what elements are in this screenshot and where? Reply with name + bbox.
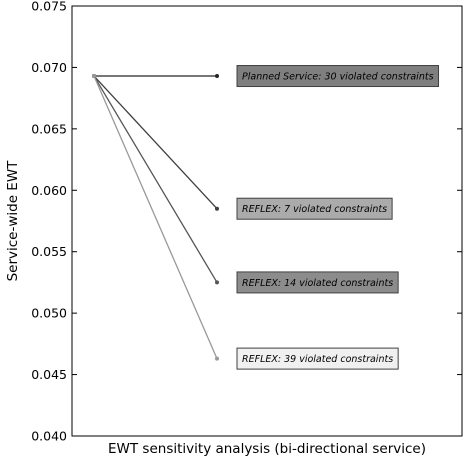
annotation-label: Planned Service: 30 violated constraints [242, 72, 434, 83]
annotation-label: REFLEX: 14 violated constraints [242, 278, 393, 289]
series-end-marker [215, 280, 219, 285]
y-axis-title: Service-wide EWT [5, 160, 21, 282]
annotation: REFLEX: 14 violated constraints [236, 271, 399, 294]
y-axis: 0.040 0.045 0.050 0.055 0.060 0.065 0.070 0.075 [31, 0, 462, 444]
y-tick-label: 0.045 [31, 367, 67, 382]
annotation-box [236, 197, 393, 220]
annotation-layer: Planned Service: 30 violated constraints… [236, 65, 440, 370]
y-tick-label: 0.040 [31, 429, 67, 444]
y-tick-label: 0.075 [31, 0, 67, 14]
annotation-label: REFLEX: 39 violated constraints [242, 354, 393, 365]
series-start-marker [92, 74, 96, 79]
series-layer [92, 74, 219, 361]
annotation-label: REFLEX: 7 violated constraints [242, 204, 387, 215]
series-line [93, 75, 218, 210]
annotation: Planned Service: 30 violated constraints [236, 65, 440, 88]
series-line [93, 75, 218, 359]
series-end-marker [215, 356, 219, 361]
annotation: REFLEX: 39 violated constraints [236, 347, 399, 370]
annotation-box [236, 65, 440, 88]
annotation: REFLEX: 7 violated constraints [236, 197, 393, 220]
y-tick-label: 0.060 [31, 183, 67, 198]
y-tick-label: 0.070 [31, 60, 67, 75]
series-end-marker [215, 74, 219, 79]
series-end-marker [215, 206, 219, 211]
y-tick-label: 0.055 [31, 244, 67, 259]
series-line [93, 75, 218, 283]
y-tick-label: 0.050 [31, 306, 67, 321]
x-axis-title: EWT sensitivity analysis (bi-directional… [108, 441, 426, 457]
annotation-box [236, 347, 399, 370]
annotation-box [236, 271, 399, 294]
y-tick-label: 0.065 [31, 121, 67, 136]
